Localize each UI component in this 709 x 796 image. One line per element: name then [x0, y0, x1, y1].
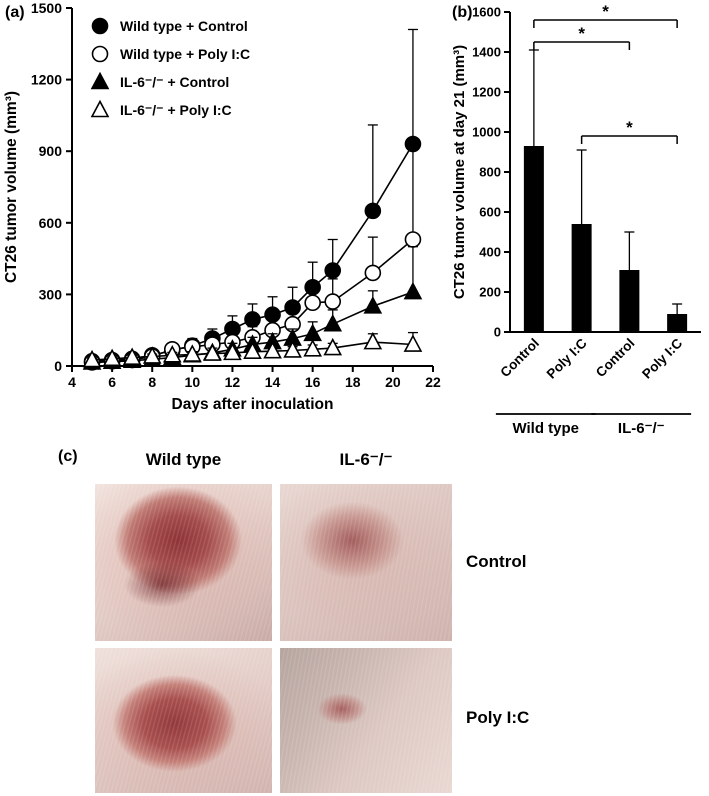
svg-text:*: * [578, 24, 585, 43]
svg-text:Poly I:C: Poly I:C [544, 335, 590, 381]
svg-text:IL-6⁻/⁻ + Control: IL-6⁻/⁻ + Control [120, 74, 229, 90]
panel-b-chart: 0 200 400 600 800 1000 1200 1400 1600 CT26 tumor … [451, 2, 701, 437]
svg-text:12: 12 [225, 374, 241, 390]
svg-text:8: 8 [148, 374, 156, 390]
panel-b-category-labels: Control Poly I:C Control Poly I:C [497, 335, 685, 381]
svg-text:CT26 tumor volume (mm³): CT26 tumor volume (mm³) [3, 91, 20, 283]
svg-text:Control: Control [593, 336, 638, 381]
svg-text:1200: 1200 [472, 85, 501, 100]
svg-text:0: 0 [54, 358, 62, 374]
panel-b-significance-brackets: * * * [533, 2, 678, 144]
panel-a-axis-labels: 4 6 8 10 12 14 16 18 20 22 0 300 600 900 1200 1500 Days … [3, 0, 441, 413]
panel-a-chart: 4 6 8 10 12 14 16 18 20 22 0 300 600 900 1200 1500 Days … [3, 0, 441, 413]
svg-text:14: 14 [265, 374, 281, 390]
svg-text:6: 6 [108, 374, 116, 390]
svg-text:Control: Control [497, 336, 542, 381]
svg-text:300: 300 [39, 286, 63, 302]
svg-text:600: 600 [479, 205, 501, 220]
svg-text:Wild type: Wild type [512, 420, 579, 437]
svg-text:1600: 1600 [472, 5, 501, 20]
svg-text:IL-6⁻/⁻: IL-6⁻/⁻ [618, 420, 665, 437]
svg-text:4: 4 [68, 374, 76, 390]
svg-text:CT26 tumor volume at day 21 (m: CT26 tumor volume at day 21 (mm³) [451, 45, 468, 299]
svg-text:*: * [626, 118, 633, 137]
svg-text:Days after inoculation: Days after inoculation [172, 396, 334, 413]
svg-text:0: 0 [494, 325, 501, 340]
svg-text:1400: 1400 [472, 45, 501, 60]
panel-a-label: (a) [5, 4, 25, 21]
svg-text:18: 18 [345, 374, 361, 390]
panel-a-legend: Wild type + Control Wild type + Poly I:C I… [90, 17, 250, 118]
svg-text:1000: 1000 [472, 125, 501, 140]
svg-text:22: 22 [425, 374, 441, 390]
svg-text:Wild type + Poly I:C: Wild type + Poly I:C [120, 46, 250, 62]
svg-text:IL-6⁻/⁻ + Poly I:C: IL-6⁻/⁻ + Poly I:C [120, 102, 232, 118]
panel-b-axis-labels: 0 200 400 600 800 1000 1200 1400 1600 CT26 tumor … [451, 5, 501, 340]
svg-text:400: 400 [479, 245, 501, 260]
svg-text:10: 10 [185, 374, 201, 390]
svg-text:Wild type + Control: Wild type + Control [120, 18, 248, 34]
svg-text:Poly I:C: Poly I:C [639, 335, 685, 381]
panel-b-bars [523, 49, 688, 332]
svg-text:600: 600 [39, 215, 63, 231]
svg-text:800: 800 [479, 165, 501, 180]
photo-il6-polyic [280, 648, 452, 793]
svg-text:*: * [602, 2, 609, 21]
svg-text:1200: 1200 [31, 72, 62, 88]
svg-text:16: 16 [305, 374, 321, 390]
panel-c-row-label-polyic: Poly I:C [466, 708, 530, 727]
photo-wildtype-control [95, 484, 272, 641]
svg-text:1500: 1500 [31, 0, 62, 16]
panel-a-series-3 [82, 331, 423, 368]
photo-il6-control [280, 484, 452, 641]
photo-wildtype-polyic [95, 648, 272, 793]
panel-c-column-header-il6: IL-6⁻/⁻ [339, 450, 393, 469]
panel-c-column-header-wildtype: Wild type [145, 450, 222, 469]
panel-b-group-labels: Wild type IL-6⁻/⁻ [495, 413, 692, 437]
panel-c-row-label-control: Control [466, 552, 527, 571]
panel-b-label: (b) [452, 4, 473, 21]
svg-text:200: 200 [479, 285, 501, 300]
svg-text:900: 900 [39, 143, 63, 159]
svg-text:20: 20 [385, 374, 401, 390]
panel-c-label: (c) [58, 448, 78, 465]
